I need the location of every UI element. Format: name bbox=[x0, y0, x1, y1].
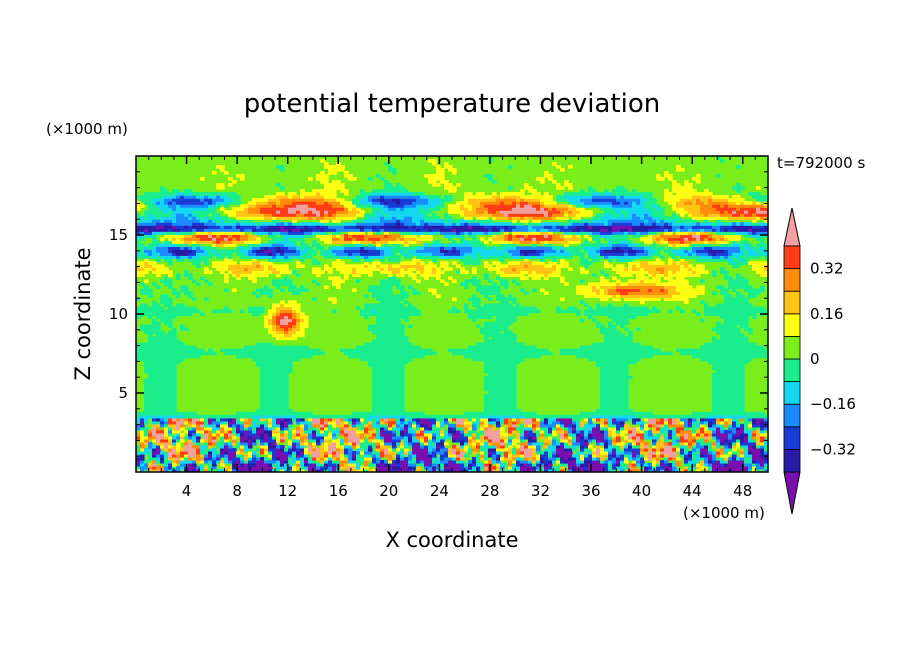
contour-field bbox=[136, 156, 768, 472]
x-axis-label: X coordinate bbox=[385, 528, 518, 552]
x-tick-label: 44 bbox=[683, 482, 702, 500]
x-tick-label: 32 bbox=[531, 482, 550, 500]
x-unit-label: (×1000 m) bbox=[683, 504, 765, 522]
x-tick-label: 40 bbox=[632, 482, 651, 500]
colorbar-band bbox=[783, 290, 801, 315]
colorbar-band bbox=[783, 381, 801, 405]
colorbar-band bbox=[783, 313, 801, 337]
colorbar-label: −0.32 bbox=[810, 440, 856, 458]
colorbar-band bbox=[783, 448, 801, 473]
colorbar-label: 0 bbox=[810, 350, 820, 368]
x-tick-label: 36 bbox=[581, 482, 600, 500]
y-tick-label: 5 bbox=[118, 384, 128, 402]
chart-title: potential temperature deviation bbox=[244, 89, 660, 119]
colorbar-band bbox=[783, 245, 801, 270]
x-tick-label: 16 bbox=[329, 482, 348, 500]
time-label: t=792000 s bbox=[777, 154, 865, 172]
colorbar-band bbox=[783, 403, 801, 428]
colorbar-label: −0.16 bbox=[810, 395, 856, 413]
y-tick-label: 10 bbox=[109, 305, 128, 323]
x-axis: 4 8 12 16 20 24 28 32 36 40 44 48 bbox=[148, 156, 756, 500]
colorbar-label: 0.32 bbox=[810, 260, 843, 278]
x-tick-label: 20 bbox=[379, 482, 398, 500]
y-axis-label: Z coordinate bbox=[71, 247, 95, 380]
y-unit-label: (×1000 m) bbox=[46, 120, 128, 138]
x-tick-label: 4 bbox=[182, 482, 192, 500]
x-tick-label: 28 bbox=[480, 482, 499, 500]
colorbar-band bbox=[783, 426, 801, 450]
y-axis: 5 10 15 bbox=[109, 171, 768, 457]
x-tick-label: 8 bbox=[232, 482, 242, 500]
colorbar-band bbox=[783, 335, 801, 360]
x-tick-label: 24 bbox=[430, 482, 449, 500]
colorbar-extend-low bbox=[783, 471, 801, 515]
x-tick-label: 48 bbox=[733, 482, 752, 500]
x-tick-label: 12 bbox=[278, 482, 297, 500]
colorbar-extend-high bbox=[783, 207, 801, 247]
colorbar-band bbox=[783, 268, 801, 292]
colorbar-label: 0.16 bbox=[810, 305, 843, 323]
colorbar: 0.32 0.16 0 −0.16 −0.32 bbox=[783, 207, 856, 515]
colorbar-band bbox=[783, 358, 801, 383]
y-tick-label: 15 bbox=[109, 226, 128, 244]
